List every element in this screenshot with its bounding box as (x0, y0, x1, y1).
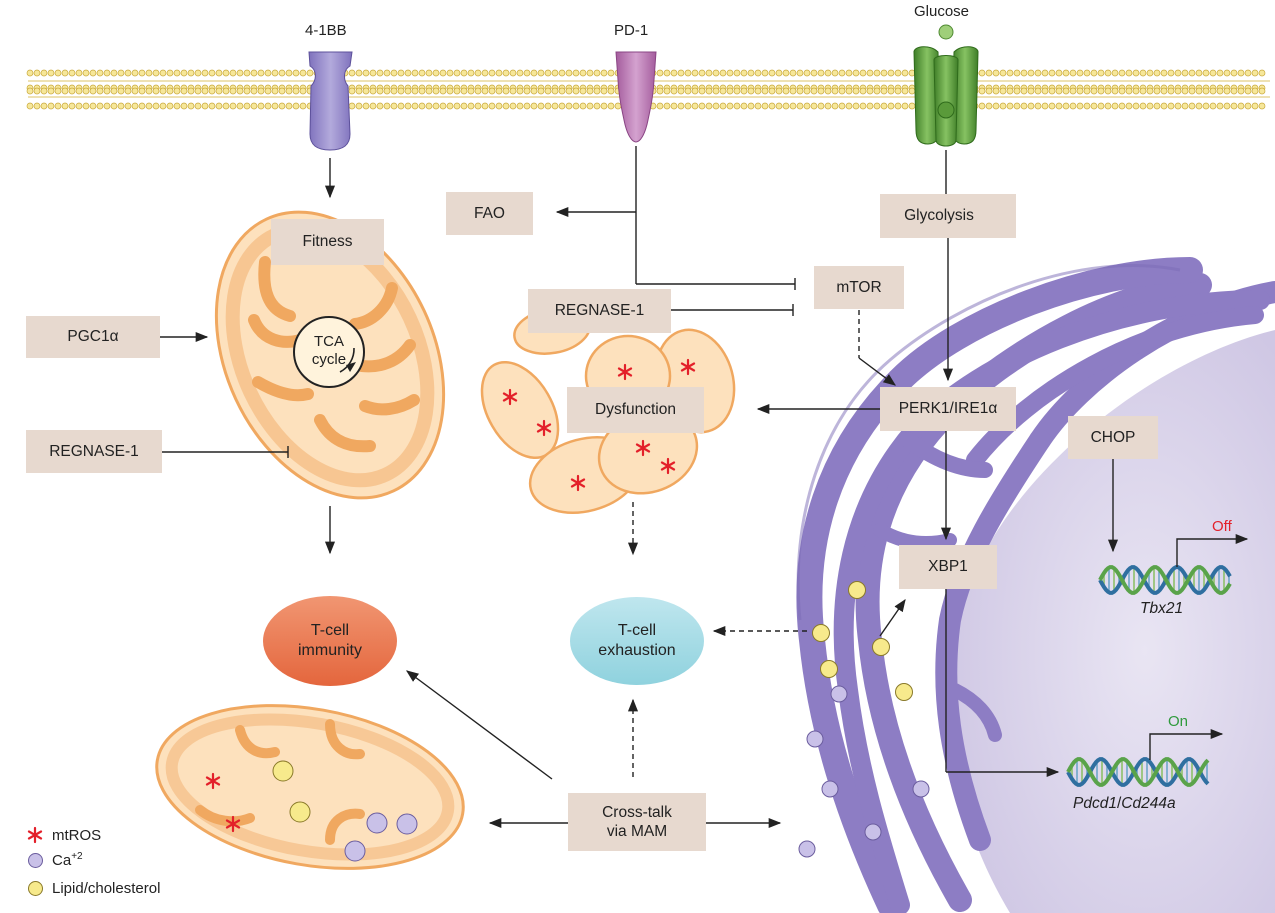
tbx21-label: Tbx21 (1140, 600, 1184, 617)
legend-mtros-label: mtROS (52, 826, 102, 844)
legend-lipid: Lipid/cholesterol (24, 880, 160, 897)
legend-mtros: mtROS (24, 826, 101, 844)
xbp1-box: XBP1 (899, 545, 997, 589)
er-calcium-dots (798, 685, 930, 858)
receptor-4-1bb-label: 4-1BB (305, 22, 347, 39)
tca-cycle (293, 316, 365, 388)
tca-line2: cycle (311, 351, 347, 368)
off-label: Off (1212, 518, 1232, 535)
perk1-ire1a-box: PERK1/IRE1α (880, 387, 1016, 431)
legend-calcium-label: Ca+2 (52, 851, 83, 869)
t-cell-immunity-label: T-cell immunity (275, 621, 385, 661)
calcium-dot-icon (27, 852, 43, 868)
fitness-box: Fitness (271, 219, 384, 265)
immunity-line2: immunity (297, 642, 362, 659)
er-lipid-dots (812, 581, 913, 701)
receptor-4-1bb (308, 51, 353, 151)
immunity-line1: T-cell (310, 622, 350, 639)
cd244a-gene: Cd244a (1121, 795, 1176, 812)
receptor-pd-1-label: PD-1 (614, 22, 649, 39)
mtros-star (205, 772, 221, 790)
mtros-star (617, 363, 633, 381)
mtros-star (660, 457, 676, 475)
t-cell-exhaustion-oval (570, 597, 704, 685)
exhaustion-line1: T-cell (617, 622, 657, 639)
chop-box: CHOP (1068, 416, 1158, 459)
t-cell-immunity-oval (263, 596, 397, 686)
pathway-arrows (160, 146, 1249, 829)
healthy-mitochondrion (214, 210, 446, 500)
asterisk-icon (24, 826, 46, 844)
cell-membrane (26, 69, 1270, 110)
receptor-pd-1 (615, 51, 657, 143)
pdcd1-cd244a-label: Pdcd1/Cd244a (1073, 795, 1176, 813)
mtor-box: mTOR (814, 266, 904, 309)
mtros-star (635, 439, 651, 457)
mtros-star (680, 358, 696, 376)
glucose-label: Glucose (914, 3, 970, 20)
tca-cycle-label: TCA cycle (294, 333, 364, 369)
lipid-dot-icon (27, 881, 43, 896)
on-label: On (1168, 713, 1189, 730)
legend-calcium: Ca+2 (24, 851, 83, 869)
pdcd1-cd244a-dna (1066, 757, 1210, 787)
exhaustion-line2: exhaustion (598, 642, 676, 659)
glucose-molecule (938, 24, 954, 40)
t-cell-exhaustion-label: T-cell exhaustion (577, 621, 697, 661)
pdcd1-gene: Pdcd1 (1073, 795, 1117, 812)
gene-separator: / (1116, 795, 1122, 812)
fao-box: FAO (446, 192, 533, 235)
pgc1a-box: PGC1α (26, 316, 160, 358)
cross-talk-mam-box: Cross-talk via MAM (568, 793, 706, 851)
dysfunction-box: Dysfunction (567, 387, 704, 433)
tca-line1: TCA (314, 333, 344, 350)
cross-talk-line1: Cross-talk (602, 804, 672, 821)
endoplasmic-reticulum-and-nucleus (796, 257, 1275, 913)
regnase-1-box-center: REGNASE-1 (528, 289, 671, 333)
glucose-transporter (913, 46, 979, 147)
tbx21-dna (1098, 565, 1232, 595)
mam-mitochondrion (155, 704, 465, 870)
regnase-1-box-left: REGNASE-1 (26, 430, 162, 473)
mtros-star (536, 419, 552, 437)
mtros-star (570, 474, 586, 492)
mtros-star (27, 826, 43, 844)
legend-lipid-label: Lipid/cholesterol (52, 880, 161, 897)
legend-ca-text: Ca (52, 852, 72, 869)
mtros-star (225, 815, 241, 833)
cross-talk-line2: via MAM (606, 823, 668, 840)
mtros-star (502, 388, 518, 406)
glycolysis-box: Glycolysis (880, 194, 1016, 238)
legend-ca-superscript: +2 (71, 851, 83, 862)
